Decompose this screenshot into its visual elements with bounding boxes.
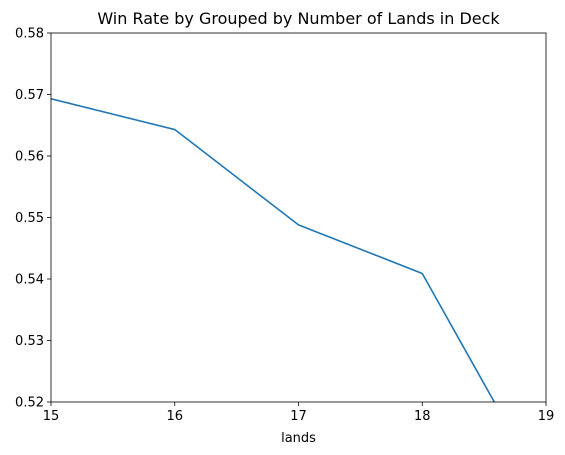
x-axis: 15 16 17 18 19 [43, 402, 555, 424]
y-tick-label: 0.58 [15, 27, 44, 42]
x-tick-label: 18 [414, 409, 431, 424]
series-line [51, 98, 496, 402]
y-tick-label: 0.57 [15, 88, 44, 103]
chart-title: Win Rate by Grouped by Number of Lands i… [97, 9, 500, 28]
x-tick-label: 19 [538, 409, 555, 424]
x-tick-label: 16 [166, 409, 183, 424]
y-tick-label: 0.53 [15, 334, 44, 349]
y-tick-label: 0.52 [15, 396, 44, 411]
y-tick-label: 0.54 [15, 273, 44, 288]
x-tick-label: 15 [43, 409, 60, 424]
plot-area [51, 98, 496, 402]
plot-frame [50, 32, 547, 403]
y-axis: 0.52 0.53 0.54 0.55 0.56 0.57 0.58 [15, 27, 51, 411]
x-axis-label: lands [281, 431, 316, 446]
y-tick-label: 0.55 [15, 211, 44, 226]
y-tick-label: 0.56 [15, 150, 44, 165]
x-tick-label: 17 [290, 409, 307, 424]
